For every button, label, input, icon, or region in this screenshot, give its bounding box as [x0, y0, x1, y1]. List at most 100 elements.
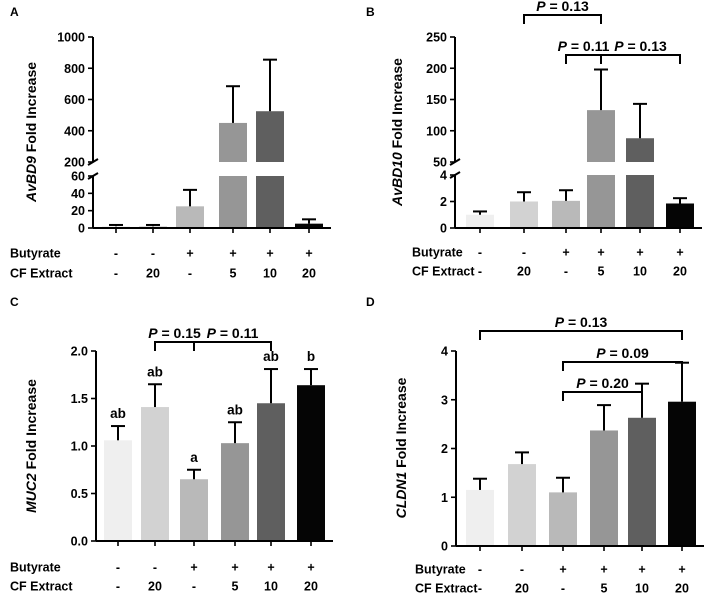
butyrate-value: + — [597, 246, 604, 260]
cf-extract-value: - — [561, 582, 565, 593]
p-value-label: P = 0.15 — [148, 325, 201, 341]
p-value-label: P = 0.13 — [614, 38, 667, 54]
y-tick-label: 40 — [71, 187, 85, 201]
cf-extract-value: 20 — [304, 580, 318, 593]
p-symbol: P — [207, 325, 217, 341]
y-tick-label: 50 — [433, 156, 447, 170]
y-axis-gene: AvBD9 — [23, 156, 39, 203]
bar-lower-segment — [626, 175, 654, 228]
y-tick-label: 2 — [440, 195, 447, 209]
y-axis-gene: MUC2 — [23, 473, 39, 513]
group-letter: ab — [110, 406, 126, 421]
y-tick-label: 60 — [71, 170, 85, 184]
cf-extract-value: - — [188, 267, 192, 281]
row-label-butyrate: Butyrate — [415, 563, 466, 577]
y-tick-label: 250 — [426, 31, 447, 45]
y-tick-label: 1 — [441, 491, 448, 505]
y-tick-label: 400 — [64, 124, 85, 138]
panel-b: B AvBD10 Fold Increase 0 2 450 100 150 200 250 Bu… — [366, 0, 702, 279]
y-axis-unit: Fold Increase — [23, 379, 39, 473]
group-letter: ab — [147, 364, 163, 379]
cf-extract-value: - — [192, 580, 196, 593]
p-value-label: P = 0.13 — [536, 0, 589, 14]
p-number: = 0.11 — [567, 38, 610, 54]
cf-extract-value: - — [564, 265, 568, 279]
bar — [295, 223, 323, 228]
p-number: = 0.13 — [564, 314, 607, 330]
significance-bracket — [523, 14, 602, 24]
cf-extract-value: 5 — [598, 265, 605, 279]
butyrate-value: + — [600, 563, 607, 577]
bar — [587, 110, 615, 162]
bar — [666, 203, 694, 228]
cf-extract-value: 20 — [673, 265, 687, 279]
bar — [668, 401, 696, 546]
y-tick-label: 2.0 — [71, 345, 88, 359]
y-tick-label: 0 — [440, 222, 447, 236]
butyrate-value: + — [231, 561, 238, 575]
significance-bracket — [562, 361, 683, 371]
butyrate-value: + — [636, 246, 643, 260]
y-axis-title: AvBD9 Fold Increase — [23, 62, 39, 203]
y-axis-gene: CLDN1 — [393, 472, 409, 519]
cf-extract-value: - — [478, 265, 482, 279]
p-value-label: P = 0.11 — [207, 325, 259, 341]
bar-lower-segment — [587, 175, 615, 228]
bar — [466, 489, 494, 546]
bar — [510, 201, 538, 228]
y-tick-label: 100 — [426, 124, 447, 138]
butyrate-value: + — [559, 563, 566, 577]
cf-extract-value: 5 — [601, 582, 608, 593]
p-number: = 0.11 — [216, 325, 259, 341]
p-symbol: P — [555, 314, 565, 330]
bar — [549, 492, 577, 546]
p-number: = 0.20 — [586, 375, 629, 391]
bar — [297, 385, 325, 541]
cf-extract-value: 20 — [302, 267, 316, 281]
bar — [257, 403, 285, 541]
p-symbol: P — [536, 0, 546, 14]
p-value-label: P = 0.11 — [558, 38, 610, 54]
p-number: = 0.13 — [546, 0, 589, 14]
p-symbol: P — [596, 345, 606, 361]
panel-d: D CLDN1 Fold Increase 0 1 2 3 4 Butyrate CF Extr… — [366, 295, 704, 593]
y-tick-label: 1.5 — [71, 392, 88, 406]
bar-lower-segment — [219, 176, 247, 228]
y-tick-label: 4 — [440, 169, 447, 183]
y-tick-label: 200 — [64, 156, 85, 170]
row-label-butyrate: Butyrate — [412, 246, 463, 260]
p-symbol: P — [614, 38, 624, 54]
row-label-butyrate: Butyrate — [10, 247, 61, 261]
bar — [256, 111, 284, 162]
butyrate-value: - — [522, 246, 526, 260]
bar — [590, 430, 618, 546]
group-letter: ab — [263, 349, 279, 364]
panel-letter: D — [366, 295, 375, 309]
p-value-label: P = 0.20 — [576, 375, 629, 391]
bar — [176, 206, 204, 228]
y-tick-label: 3 — [441, 393, 448, 407]
butyrate-value: + — [267, 561, 274, 575]
bar — [219, 122, 247, 162]
cf-extract-value: 10 — [633, 265, 647, 279]
butyrate-value: - — [520, 563, 524, 577]
y-tick-label: 150 — [426, 93, 447, 107]
butyrate-value: + — [307, 561, 314, 575]
bar — [628, 417, 656, 546]
row-label-cf-extract: CF Extract — [10, 580, 73, 593]
butyrate-value: + — [562, 246, 569, 260]
group-letter: a — [190, 450, 198, 465]
cf-extract-value: 5 — [232, 580, 239, 593]
y-tick-label: 0 — [441, 540, 448, 554]
significance-bracket — [154, 341, 195, 351]
bar — [552, 200, 580, 228]
butyrate-value: + — [305, 247, 312, 261]
panel-letter: A — [10, 5, 19, 19]
butyrate-value: + — [186, 247, 193, 261]
cf-extract-value: 10 — [264, 580, 278, 593]
y-tick-label: 1.0 — [71, 440, 88, 454]
bar — [221, 443, 249, 541]
group-letter: ab — [227, 402, 243, 417]
significance-bracket — [565, 54, 602, 64]
p-value-label: P = 0.09 — [596, 345, 649, 361]
